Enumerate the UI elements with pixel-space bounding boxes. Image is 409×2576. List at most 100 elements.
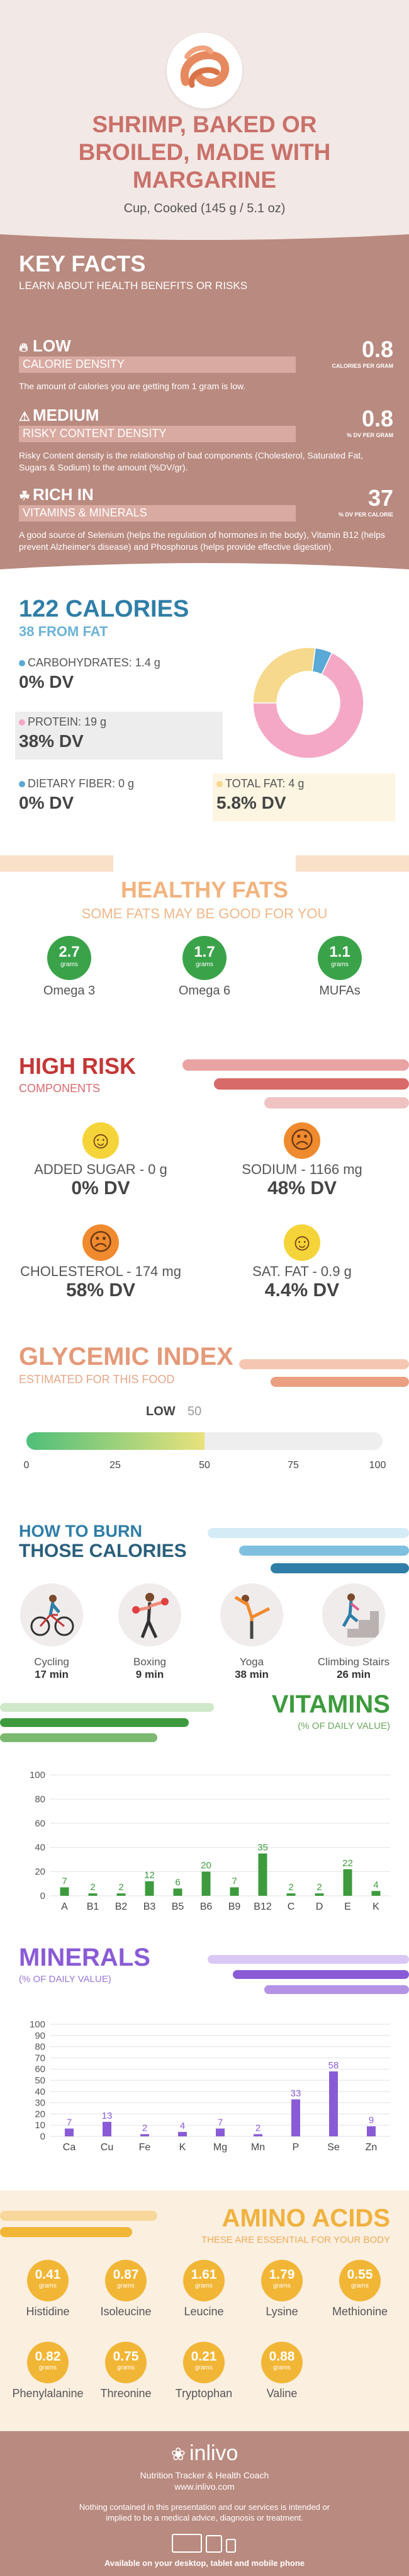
bar-value-label: 4 [180,2121,185,2131]
activity-minutes: 38 min [235,1668,269,1680]
risk-name: ADDED SUGAR - 0 g [34,1161,167,1177]
glycemic-track [26,1432,383,1450]
bar-value-label: 7 [67,2117,72,2128]
amino-value: 0.21 [191,2349,217,2364]
x-tick-label: B6 [200,1901,213,1912]
availability-text: Available on your desktop, tablet and mo… [104,2558,305,2568]
leaf-icon: ☘︎ [19,489,30,503]
bar-value-label: 2 [255,2123,261,2133]
decor-stripe [0,1733,157,1742]
shrimp-plate-icon [180,45,230,88]
decor-stripe [264,1097,409,1108]
fat-circle: 2.7 grams [47,936,91,980]
x-tick-label: P [293,2142,300,2153]
x-tick-label: C [288,1901,295,1912]
bar-A [60,1887,69,1896]
bar-B2 [116,1893,126,1896]
amino-circle: 1.61 grams [183,2260,225,2301]
sad-face-icon: ☹ [284,1122,320,1159]
y-tick-label: 40 [35,1842,45,1853]
nutrient-fiber: DIETARY FIBER: 0 g 0% DV [19,777,134,813]
healthy-fats-subtitle: SOME FATS MAY BE GOOD FOR YOU [81,906,328,921]
decor-stripe [239,1359,409,1369]
amino-threonine: 0.75 grams Threonine [88,2342,164,2400]
fat-circle: 1.1 grams [318,936,362,980]
amino-name: Valine [266,2387,298,2400]
bar-value-label: 2 [118,1882,123,1893]
burn-title-line1: HOW TO BURN [19,1522,142,1541]
decor-stripe [239,1546,409,1556]
amino-circle: 1.79 grams [261,2260,303,2301]
bar-value-label: 2 [288,1882,293,1893]
key-fact-category: RISKY CONTENT DENSITY [23,427,167,440]
y-tick-label: 100 [30,1770,45,1781]
amino-circle: 0.75 grams [105,2342,147,2383]
bar-Ca [65,2128,74,2136]
key-facts-title: KEY FACTS [19,251,146,276]
x-tick-label: Cu [101,2142,113,2153]
category-band [19,426,296,442]
y-tick-label: 0 [40,1891,45,1901]
x-tick-label: A [61,1901,68,1912]
donut-slice-fat [252,647,316,704]
serving-size: Cup, Cooked (145 g / 5.1 oz) [123,202,286,215]
high-risk-subtitle: COMPONENTS [19,1082,101,1095]
amino-circle: 0.82 grams [27,2342,69,2383]
y-tick-label: 70 [35,2053,45,2063]
amino-unit: grams [195,2282,213,2289]
fat-value: 1.1 [329,943,350,960]
amino-unit: grams [117,2282,135,2289]
wave-divider [0,232,409,240]
x-tick-label: B9 [228,1901,241,1912]
amino-unit: grams [39,2282,57,2289]
amino-name: Leucine [184,2305,224,2318]
glycemic-tick: 100 [369,1460,386,1471]
nutrient-label: PROTEIN: 19 g [28,715,107,728]
brand-website: www.inlivo.com [174,2482,235,2492]
amino-histidine: 0.41 grams Histidine [10,2260,86,2318]
decor-stripe [214,1078,409,1090]
amino-value: 0.88 [269,2349,295,2364]
bar-B3 [145,1881,154,1896]
nutrient-carbohydrates: CARBOHYDRATES: 1.4 g 0% DV [19,656,160,692]
fat-unit: grams [331,961,349,968]
glycemic-level: LOW [146,1405,176,1418]
amino-value: 0.87 [113,2267,139,2282]
glycemic-tick: 0 [23,1460,30,1471]
bar-value-label: 58 [328,2060,339,2071]
fat-mufas: 1.1 grams MUFAs [302,936,378,998]
bar-K [371,1891,381,1896]
vitamins-section: VITAMINS (% OF DAILY VALUE) 0 20 40 60 80 100… [0,1682,409,1936]
bar-B9 [230,1887,239,1896]
y-tick-label: 60 [35,1818,45,1829]
bar-B12 [258,1853,267,1896]
bar-C [286,1893,296,1896]
calories-title: 122 CALORIES [19,596,189,622]
bar-value-label: 12 [144,1870,155,1881]
activity-name: Cycling [34,1656,69,1668]
brand-tagline: Nutrition Tracker & Health Coach [140,2470,269,2480]
header-section: SHRIMP, BAKED OR BROILED, MADE WITH MARG… [0,0,409,232]
healthy-fats-title: HEALTHY FATS [120,877,288,903]
cycling-icon [20,1583,83,1646]
x-tick-label: B3 [143,1901,156,1912]
amino-title: AMINO ACIDS [221,2204,390,2232]
amino-unit: grams [195,2364,213,2371]
amino-acids-section: AMINO ACIDS THESE ARE ESSENTIAL FOR YOUR… [0,2191,409,2431]
key-fact-category: VITAMINS & MINERALS [23,506,147,519]
minerals-subtitle: (% OF DAILY VALUE) [19,1974,111,1985]
nutrient-dv: 0% DV [19,672,74,692]
fat-unit: grams [60,961,78,968]
amino-name: Methionine [332,2305,388,2318]
amino-lysine: 1.79 grams Lysine [244,2260,320,2318]
donut-slice-protein [252,652,364,759]
amino-methionine: 0.55 grams Methionine [322,2260,398,2318]
amino-unit: grams [273,2282,291,2289]
fat-value: 1.7 [194,943,215,960]
category-band [19,505,296,521]
amino-unit: grams [273,2364,291,2371]
amino-value: 1.79 [269,2267,295,2282]
y-tick-label: 50 [35,2075,45,2086]
key-fact-unit: % DV PER GRAM [346,432,393,438]
glycemic-subtitle: ESTIMATED FOR THIS FOOD [19,1373,175,1386]
